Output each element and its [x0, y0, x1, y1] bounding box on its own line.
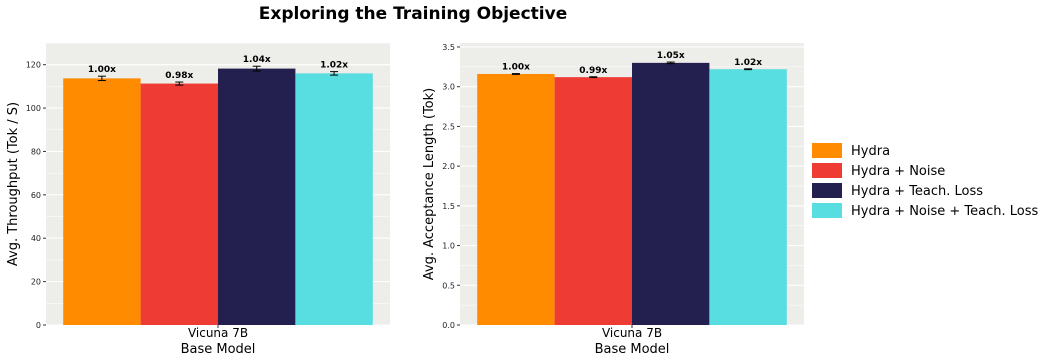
x-tick-label: Vicuna 7B [602, 326, 662, 340]
legend-swatch-2 [812, 163, 842, 178]
y-tick-label: 0.5 [442, 281, 455, 290]
y-tick-label: 0.0 [442, 321, 455, 330]
chart-panel-1: 1.00x 0.98x 1.04x 1.02x 0 20 40 60 80 100 120 Vicun… [6, 42, 390, 354]
x-axis-label: Base Model [181, 342, 256, 354]
bar-1 [477, 73, 555, 325]
y-tick-label: 80 [31, 147, 41, 156]
bar-3 [632, 62, 710, 325]
figure-title: Exploring the Training Objective [259, 4, 567, 24]
chart-panel-2: 1.00x 0.99x 1.05x 1.02x 0.0 0.5 1.0 1.5 2.0 2.5 3.… [422, 43, 804, 354]
bar-1 [63, 78, 141, 325]
bar-2 [140, 83, 218, 326]
x-axis-label: Base Model [595, 342, 670, 354]
y-tick-label: 0 [36, 321, 41, 330]
bar-4 [295, 73, 373, 325]
bar-2 [554, 77, 632, 325]
y-tick-label: 3.5 [442, 43, 455, 52]
data-label-4: 1.02x [734, 58, 762, 68]
legend-label-4: Hydra + Noise + Teach. Loss [851, 204, 1038, 219]
y-axis-label: Avg. Acceptance Length (Tok) [422, 88, 437, 280]
data-label-3: 1.04x [243, 55, 271, 65]
y-tick-label: 100 [26, 104, 41, 113]
y-tick-label: 120 [26, 61, 41, 70]
y-tick-label: 20 [31, 278, 41, 287]
y-tick-label: 60 [31, 191, 41, 200]
legend-label-1: Hydra [851, 144, 890, 159]
bar-4 [709, 69, 787, 325]
legend-swatch-1 [812, 143, 842, 158]
legend-label-3: Hydra + Teach. Loss [851, 184, 983, 199]
legend-label-2: Hydra + Noise [851, 164, 945, 179]
y-tick-label: 2.5 [442, 122, 455, 131]
y-tick-label: 3.0 [442, 83, 455, 92]
data-label-1: 1.00x [502, 63, 530, 73]
y-tick-label: 2.0 [442, 162, 455, 171]
bar-3 [218, 68, 296, 325]
y-tick-label: 1.0 [442, 242, 455, 251]
data-label-2: 0.98x [165, 71, 193, 81]
legend-swatch-3 [812, 183, 842, 198]
y-tick-label: 1.5 [442, 202, 455, 211]
data-label-2: 0.99x [579, 66, 607, 76]
y-tick-label: 40 [31, 234, 41, 243]
data-label-1: 1.00x [88, 65, 116, 75]
legend: Hydra Hydra + Noise Hydra + Teach. Loss Hyd… [812, 143, 1038, 219]
data-label-4: 1.02x [320, 61, 348, 71]
x-tick-label: Vicuna 7B [188, 326, 248, 340]
legend-swatch-4 [812, 203, 842, 218]
data-label-3: 1.05x [657, 51, 685, 61]
y-axis-label: Avg. Throughput (Tok / S) [6, 102, 21, 266]
